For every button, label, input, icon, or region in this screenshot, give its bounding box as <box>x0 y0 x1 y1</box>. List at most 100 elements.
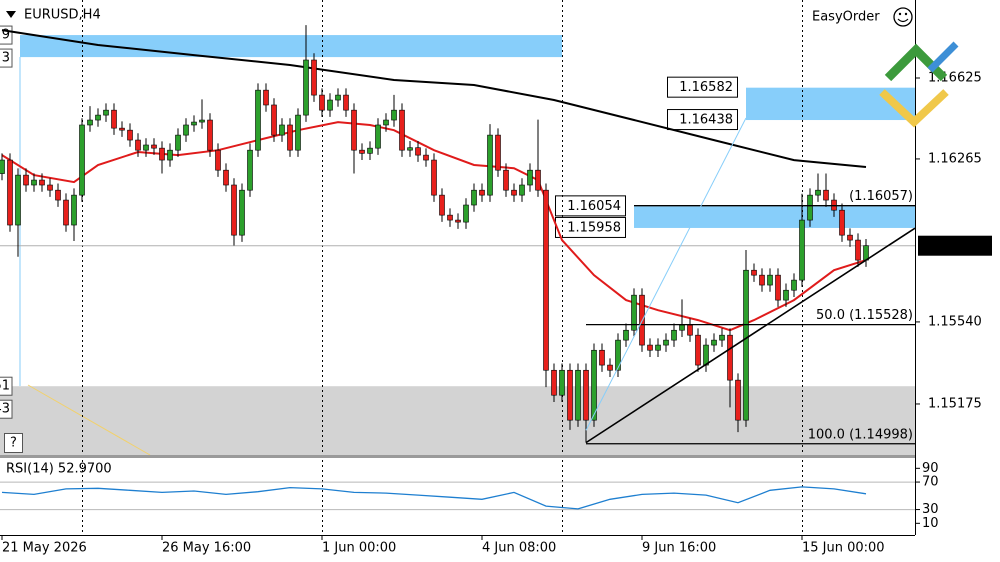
candle-body <box>279 124 285 136</box>
y-tick-label: 1.16265 <box>928 151 982 166</box>
cropped-label: 51 <box>0 379 10 394</box>
candle-body <box>799 219 805 281</box>
cropped-label: 43 <box>0 402 10 417</box>
candle-body <box>527 169 533 186</box>
candle-body <box>807 194 813 221</box>
drawing-line <box>27 384 151 456</box>
candle-body <box>167 149 173 161</box>
candle-body <box>175 134 181 151</box>
candle-body <box>415 147 421 156</box>
rsi-tick-label: 10 <box>922 516 939 531</box>
candle-body <box>727 334 733 381</box>
candle-body <box>119 127 125 131</box>
candle-body <box>535 169 541 191</box>
y-tick-label: 1.15540 <box>928 314 982 329</box>
candle-body <box>671 329 677 341</box>
candle-body <box>487 134 493 196</box>
smiley-mouth <box>897 18 909 23</box>
candle-body <box>647 344 653 351</box>
easyorder-label[interactable]: EasyOrder <box>812 10 880 25</box>
rsi-pane: RSI(14) 52.9700 <box>0 462 915 511</box>
candle-body <box>719 334 725 341</box>
candle-body <box>687 324 693 336</box>
x-tick-label: 9 Jun 16:00 <box>642 541 716 556</box>
zone <box>634 206 915 228</box>
zone-price-label: 1.16582 <box>679 80 733 95</box>
zone-price-label: 1.16438 <box>679 113 733 128</box>
x-tick-label: 1 Jun 00:00 <box>322 541 396 556</box>
candle-body <box>663 339 669 346</box>
x-tick-label: 15 Jun 00:00 <box>802 541 885 556</box>
price-label-box <box>555 195 626 217</box>
candle-body <box>399 109 405 151</box>
candle-body <box>431 159 437 196</box>
candle-body <box>407 147 413 151</box>
candle-body <box>95 114 101 121</box>
price-label-box <box>667 109 738 131</box>
candle-body <box>71 194 77 226</box>
candle-body <box>183 124 189 136</box>
candle-body <box>615 339 621 371</box>
candle-body <box>711 339 717 346</box>
candle-body <box>479 189 485 196</box>
moving-average <box>1 29 867 168</box>
candle-body <box>815 189 821 196</box>
candle-body <box>447 214 453 221</box>
logo-blue <box>927 41 959 73</box>
candle-body <box>575 369 581 421</box>
candle-body <box>87 119 93 126</box>
smiley-icon[interactable] <box>893 7 913 27</box>
candle-body <box>767 274 773 286</box>
trendline <box>585 117 747 431</box>
candle-body <box>823 189 829 201</box>
candle-body <box>623 329 629 341</box>
candle-body <box>679 324 685 331</box>
candle-body <box>759 274 765 286</box>
cropped-label-box <box>0 376 13 396</box>
symbol-menu[interactable] <box>6 11 16 18</box>
smiley-face <box>893 7 913 27</box>
candle-body <box>127 129 133 141</box>
candle-body <box>39 179 45 186</box>
candle-body <box>695 334 701 366</box>
candle-body <box>567 369 573 421</box>
candle-body <box>223 169 229 186</box>
help-label[interactable]: ? <box>10 436 17 451</box>
candle-body <box>111 109 117 129</box>
candle-body <box>15 174 21 226</box>
candle-body <box>495 134 501 171</box>
candle-body <box>847 234 853 241</box>
cropped-label: 9 <box>2 28 10 43</box>
candle-body <box>63 199 69 226</box>
candle-body <box>199 119 205 123</box>
moving-average <box>1 121 867 332</box>
candle-body <box>0 159 5 174</box>
candle-body <box>159 147 165 161</box>
candle-body <box>791 279 797 291</box>
candle-body <box>655 344 661 351</box>
rsi-tick-label: 90 <box>922 461 939 476</box>
price-axis-bg <box>915 0 1000 562</box>
candle-body <box>423 154 429 161</box>
candle-body <box>775 274 781 301</box>
current-price-box <box>918 235 992 256</box>
candle-body <box>47 184 53 191</box>
zone-price-label: 1.16054 <box>567 199 621 214</box>
x-tick-label: 4 Jun 08:00 <box>482 541 556 556</box>
candle-body <box>591 349 597 421</box>
candle-body <box>391 109 397 121</box>
help-button[interactable] <box>4 433 23 453</box>
candle-body <box>319 94 325 111</box>
candle-body <box>327 99 333 111</box>
logo-yellow <box>879 89 949 128</box>
chart-title: EURUSD,H4 <box>24 8 101 23</box>
candle-body <box>631 294 637 331</box>
candle-body <box>511 189 517 196</box>
candle-body <box>383 119 389 126</box>
candle-body <box>359 149 365 154</box>
candle-body <box>735 379 741 421</box>
candle-body <box>135 139 141 151</box>
candle-body <box>215 149 221 171</box>
